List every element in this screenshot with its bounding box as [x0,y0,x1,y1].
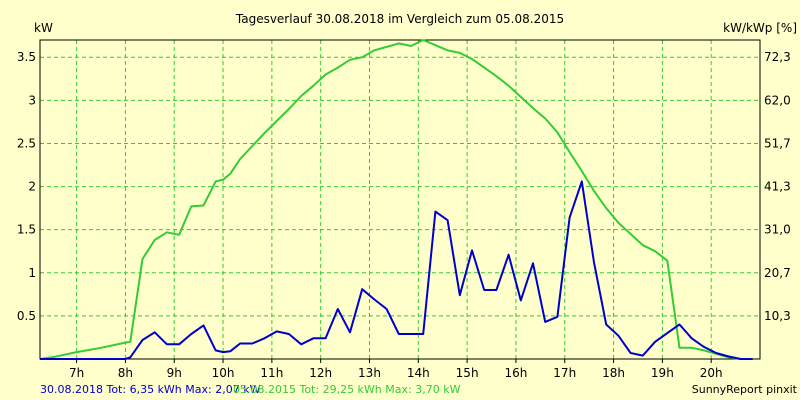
x-tick-label: 14h [407,366,430,380]
y-left-tick-label: 0.5 [17,309,36,323]
x-tick-label: 19h [651,366,674,380]
y-axis-right-label: kW/kWp [%] [723,21,797,35]
x-tick-label: 11h [260,366,283,380]
y-left-tick-label: 1.5 [17,223,36,237]
grid-lines [40,40,760,363]
y-right-tick-label: 10,3 [764,309,791,323]
x-tick-label: 15h [456,366,479,380]
y-right-tick-label: 62,0 [764,93,791,107]
series-line-05.08.2015 [39,39,753,360]
series-lines [39,39,753,360]
footer-summary-2018: 30.08.2018 Tot: 6,35 kWh Max: 2,07 kW [40,383,261,396]
footer-credit: SunnyReport pinxit [692,383,798,396]
y-right-tick-label: 72,3 [764,50,791,64]
y-right-tick-label: 31,0 [764,223,791,237]
y-right-tick-label: 51,7 [764,136,791,150]
y-left-tick-label: 3.5 [17,50,36,64]
y-left-tick-label: 2 [28,180,36,194]
x-axis-tick-labels: 7h 8h 9h 10h 11h 12h 13h 14h 15h 16h 17h 18h 19h 20h [69,366,723,380]
x-tick-label: 12h [309,366,332,380]
y-left-tick-label: 1 [28,266,36,280]
footer-summary-2015: 05.08.2015 Tot: 29,25 kWh Max: 3,70 kW [233,383,461,396]
x-tick-label: 13h [358,366,381,380]
x-tick-label: 10h [212,366,235,380]
y-axis-left-label: kW [34,21,53,35]
y-axis-right-tick-labels: 10,3 20,7 31,0 41,3 51,7 62,0 72,3 [764,50,791,323]
y-axis-left-tick-labels: 0.5 1 1.5 2 2.5 3 3.5 [17,50,36,323]
series-line-30.08.2018 [40,180,753,360]
chart-title: Tagesverlauf 30.08.2018 im Vergleich zum… [235,12,564,26]
y-left-tick-label: 2.5 [17,136,36,150]
x-tick-label: 9h [167,366,182,380]
plot-area-frame [39,39,761,360]
x-tick-label: 17h [553,366,576,380]
y-right-tick-label: 41,3 [764,180,791,194]
x-tick-label: 16h [504,366,527,380]
y-left-tick-label: 3 [28,93,36,107]
x-tick-label: 18h [602,366,625,380]
x-tick-label: 8h [118,366,133,380]
x-tick-label: 20h [700,366,723,380]
y-right-tick-label: 20,7 [764,266,791,280]
x-tick-label: 7h [69,366,84,380]
